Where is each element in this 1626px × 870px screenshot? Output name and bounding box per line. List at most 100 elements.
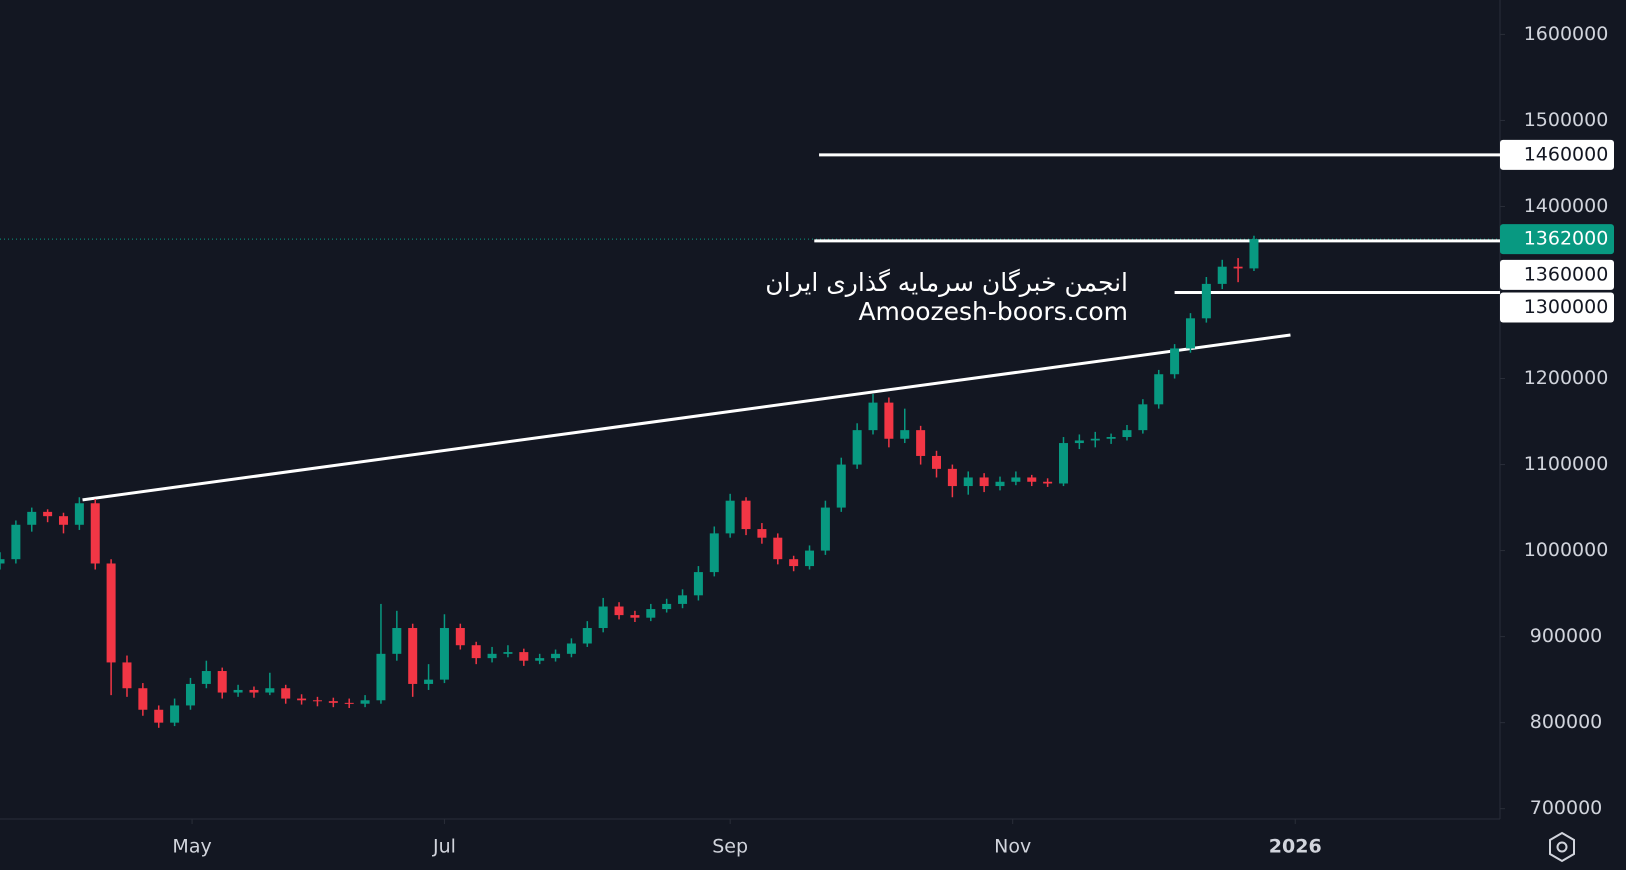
candle-body [217, 671, 227, 693]
candle-body [122, 662, 132, 689]
candle-body [995, 481, 1005, 487]
candle-body [551, 653, 561, 659]
candle-body [1154, 374, 1164, 405]
candle-body [344, 702, 354, 704]
candle-body [201, 671, 211, 684]
candle-body [884, 402, 894, 439]
candle-body [265, 688, 275, 693]
candle-body [1170, 348, 1180, 375]
settings-dot[interactable] [1556, 841, 1568, 853]
candle-body [392, 628, 402, 654]
candle-body [408, 628, 418, 684]
candle-body [1090, 438, 1100, 441]
y-tick-label: 700000 [1530, 797, 1603, 819]
candle-body [820, 507, 830, 551]
watermark: انجمن خبرگان سرمایه گذاری ایران [765, 268, 1128, 297]
candle-body [487, 653, 497, 659]
candle-body [1233, 266, 1243, 269]
candle-body [963, 477, 973, 487]
candle-body [0, 559, 5, 564]
x-tick-label: Jul [432, 836, 456, 858]
candle-body [1217, 266, 1227, 284]
x-tick-label: May [172, 836, 211, 858]
candle-body [789, 559, 799, 567]
candle-body [185, 683, 195, 706]
candle-body [154, 709, 164, 723]
price-label-box [1500, 259, 1614, 290]
trend-line [82, 333, 1291, 502]
candle-body [249, 689, 259, 693]
candle-body [1011, 477, 1021, 482]
x-tick-label: 2026 [1269, 836, 1322, 858]
price-label: 1460000 [1524, 143, 1609, 165]
candle-body [614, 606, 624, 616]
candle-body [979, 477, 989, 487]
candle-body [646, 609, 656, 618]
candle-body [947, 468, 957, 487]
candle-body [106, 563, 116, 663]
price-label: 1300000 [1524, 296, 1609, 318]
candle-body [11, 524, 21, 560]
candle-body [90, 503, 100, 564]
settings-hex[interactable] [1549, 831, 1575, 863]
candle-body [1027, 477, 1037, 482]
candle-body [836, 464, 846, 508]
candle-body [138, 688, 148, 710]
candle-body [773, 537, 783, 560]
candle-body [74, 503, 84, 525]
candle-body [566, 643, 576, 654]
candle-body [281, 688, 291, 699]
candle-body [27, 511, 37, 525]
candle-body [805, 550, 815, 567]
candle-body [297, 698, 307, 701]
candle-body [1074, 440, 1084, 444]
candle-body [424, 679, 434, 684]
candle-body [360, 700, 370, 704]
candle-body [693, 572, 703, 596]
candle-body [328, 701, 338, 703]
candle-body [170, 705, 180, 723]
y-tick-label: 1400000 [1524, 195, 1609, 217]
price-label-box [1500, 139, 1614, 170]
watermark: Amoozesh-boors.com [858, 297, 1128, 326]
settings-icon[interactable] [1549, 831, 1575, 863]
candle-body [455, 628, 465, 646]
price-label-box [1500, 224, 1614, 255]
candle-body [1122, 430, 1132, 438]
candle-body [43, 511, 53, 517]
candle-body [471, 645, 481, 659]
candle-body [709, 533, 719, 573]
candle-body [233, 689, 243, 693]
candle-body [868, 402, 878, 431]
candle-body [900, 430, 910, 439]
price-label-box [1500, 292, 1614, 323]
candle-body [439, 628, 449, 680]
y-tick-label: 1600000 [1524, 23, 1609, 45]
candle-body [1138, 404, 1148, 431]
candle-body [678, 595, 688, 604]
candle-body [1106, 437, 1116, 439]
price-label: 1362000 [1524, 228, 1609, 250]
y-tick-label: 1200000 [1524, 367, 1609, 389]
candle-body [741, 500, 751, 530]
y-tick-label: 900000 [1530, 625, 1603, 647]
y-tick-label: 800000 [1530, 711, 1603, 733]
candle-body [916, 430, 926, 456]
candle-body [757, 529, 767, 538]
candle-body [58, 516, 68, 525]
y-tick-label: 1100000 [1524, 453, 1609, 475]
price-label: 1360000 [1524, 263, 1609, 285]
candle-body [662, 603, 672, 610]
candle-body [1043, 481, 1053, 484]
candle-body [630, 615, 640, 618]
candle-body [1058, 443, 1068, 484]
candle-body [312, 700, 322, 702]
candle-body [376, 653, 386, 701]
candle-body [1249, 239, 1259, 269]
candle-body [1201, 283, 1211, 319]
candle-body [852, 430, 862, 465]
x-tick-label: Sep [712, 836, 748, 858]
